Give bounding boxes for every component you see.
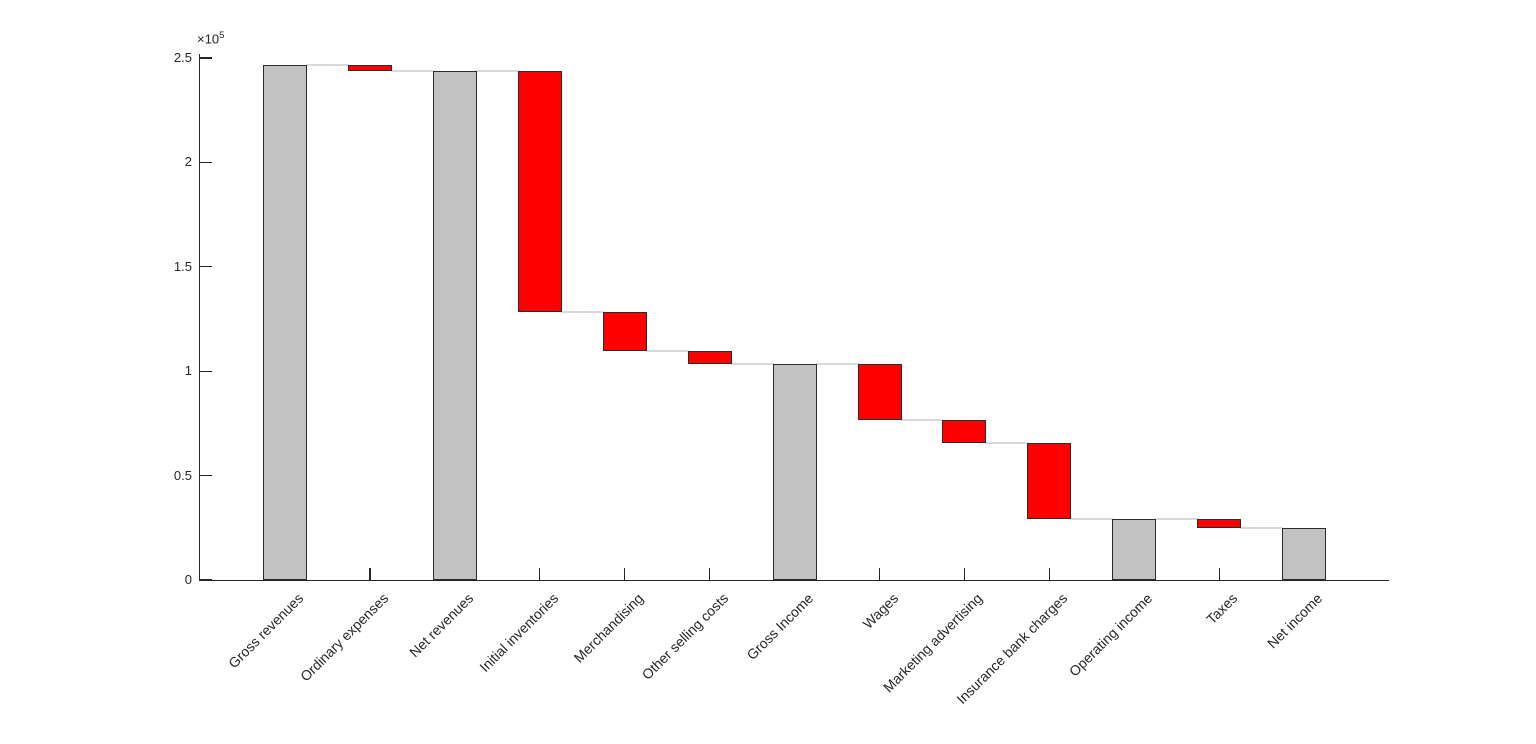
x-tick-other-selling-costs [708, 568, 711, 580]
exponent-sup-text: 5 [219, 30, 225, 41]
x-tick-marketing-advertising [963, 568, 966, 580]
bar-marketing-advertising [942, 420, 987, 444]
y-tick-label-0: 0 [184, 572, 192, 587]
x-tick-initial-inventories [539, 568, 541, 580]
connector-line-operating-income [1155, 518, 1199, 521]
bar-initial-inventories [517, 70, 562, 312]
x-tick-merchandising [624, 568, 626, 580]
x-tick-wages [878, 568, 881, 580]
bar-gross-revenues [262, 65, 307, 580]
exponent-base-text: ×10 [197, 31, 220, 47]
y-axis-line [198, 54, 200, 582]
bar-operating-income [1112, 519, 1157, 580]
y-tick-label-1: 1 [184, 363, 192, 379]
y-tick-2 [200, 161, 212, 164]
y-tick-label-2.5: 2.5 [173, 50, 192, 65]
y-tick-1.5 [200, 266, 212, 268]
bar-insurance-bank-charges [1027, 443, 1072, 520]
bar-merchandising [602, 311, 647, 352]
bar-ordinary-expenses [347, 65, 392, 71]
bar-gross-income [772, 363, 817, 580]
bar-taxes [1197, 519, 1242, 529]
y-tick-label-2: 2 [184, 154, 192, 170]
category-label-gross-revenues: Gross revenues [225, 590, 307, 672]
y-tick-0.5 [200, 474, 212, 477]
x-axis-line [198, 579, 1390, 582]
y-tick-label-0.5: 0.5 [173, 467, 192, 483]
y-tick-2.5 [200, 57, 212, 59]
connector-line-other-selling-costs [730, 362, 774, 365]
x-tick-insurance-bank-charges [1048, 568, 1051, 580]
y-axis-exponent-label: ×105 [197, 30, 224, 46]
connector-line-taxes [1240, 527, 1284, 530]
bar-wages [857, 363, 902, 421]
connector-line-wages [900, 419, 944, 422]
connector-line-gross-income [815, 362, 859, 365]
connector-line-net-revenues [475, 69, 519, 72]
connector-line-gross-revenues [305, 64, 349, 67]
connector-line-initial-inventories [560, 310, 604, 313]
bar-net-income [1282, 528, 1327, 580]
bar-net-revenues [432, 70, 477, 580]
connector-line-merchandising [645, 350, 689, 353]
bar-other-selling-costs [687, 351, 732, 364]
connector-line-ordinary-expenses [390, 69, 434, 72]
y-tick-label-1.5: 1.5 [173, 258, 192, 274]
connector-line-insurance-bank-charges [1070, 518, 1114, 521]
x-tick-ordinary-expenses [369, 568, 371, 580]
connector-line-marketing-advertising [985, 442, 1029, 445]
x-tick-taxes [1218, 568, 1220, 580]
y-tick-1 [200, 370, 212, 372]
